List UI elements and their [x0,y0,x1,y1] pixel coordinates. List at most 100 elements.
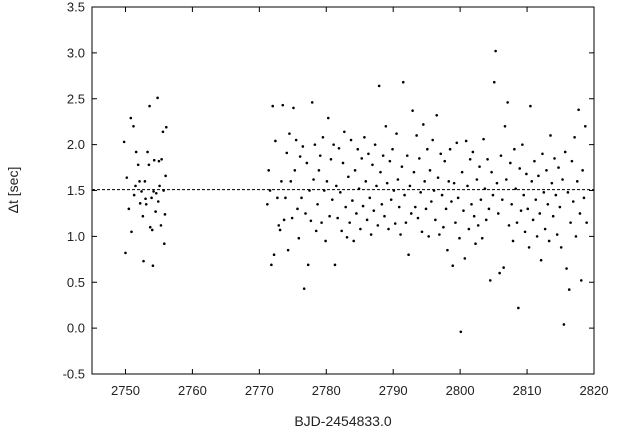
data-point [518,167,522,170]
data-point [400,165,404,168]
data-point [483,187,487,190]
data-point [317,169,321,172]
data-point [281,103,285,107]
data-point [156,200,160,203]
data-point [359,227,362,231]
data-point [554,193,558,197]
data-point [384,124,388,128]
data-point [562,323,566,326]
data-point [498,271,501,275]
data-point [300,196,303,200]
data-point [407,253,410,257]
data-point [314,229,318,233]
data-point [401,80,405,84]
data-point [294,138,298,142]
data-point [368,196,372,200]
data-point [369,233,373,236]
data-point [506,101,509,104]
data-point [152,190,155,193]
x-tick-label: 2800 [446,383,475,398]
data-point [340,229,343,233]
data-point [285,151,289,155]
data-point [582,196,586,200]
data-point [367,152,370,156]
data-point [480,236,484,240]
data-point [456,196,460,200]
data-point [514,187,517,190]
data-point [432,189,436,192]
data-point [343,130,346,134]
data-point [462,209,465,212]
data-point [447,180,451,183]
data-point [546,202,550,206]
data-point [502,266,505,269]
data-point [320,221,323,224]
data-point [419,191,422,194]
data-point [444,207,448,211]
data-point [397,205,401,209]
data-point [132,193,136,197]
data-point [141,214,145,218]
data-point [272,253,276,257]
y-tick-label: 3.0 [67,45,85,60]
data-point [326,116,330,120]
data-point [278,228,282,232]
tick-layer: 2750 2760 2770 2780 2790 2800 2810 2820 -0.5 0.0 0… [63,0,609,398]
data-point [322,189,326,192]
x-tick-label: 2750 [111,383,140,398]
data-point [396,178,400,181]
data-point [496,212,500,215]
data-point [404,221,408,224]
data-point [434,218,437,222]
data-point [538,212,542,215]
data-point [164,125,168,129]
data-point [460,170,464,174]
data-point [517,306,520,310]
data-point [510,202,513,206]
data-point [129,116,133,120]
data-point [422,123,425,126]
data-point [558,205,562,209]
data-point [448,147,452,151]
data-point [541,152,544,156]
data-point [345,235,349,239]
data-point [509,161,512,165]
data-point [154,210,157,213]
data-point [134,184,137,188]
data-point [305,161,309,165]
data-point [455,141,459,145]
data-point [537,174,540,178]
data-point [573,135,576,139]
data-point [274,139,277,143]
y-tick-label: 0.5 [67,275,85,290]
data-point [440,193,444,197]
data-point [525,172,528,176]
data-point [529,104,532,108]
data-point [371,163,374,167]
data-point [162,189,165,192]
y-tick-label: 1.0 [67,229,85,244]
data-points-layer [122,49,588,334]
data-point [468,158,472,161]
data-point [282,218,286,222]
data-point [566,191,570,194]
data-point [475,178,479,181]
data-point [550,181,554,185]
data-point [353,169,357,172]
data-point [379,170,382,174]
data-point [297,236,301,240]
data-point [527,246,531,249]
y-axis-title: Δt [sec] [5,167,21,214]
data-point [559,246,563,249]
data-point [309,219,313,223]
data-point [348,221,351,224]
data-point [571,200,575,203]
data-point [431,138,434,142]
data-point [415,134,418,137]
data-point [491,193,495,197]
data-point [365,218,369,222]
data-point [424,207,428,211]
data-point [427,235,430,238]
data-point [330,198,334,201]
